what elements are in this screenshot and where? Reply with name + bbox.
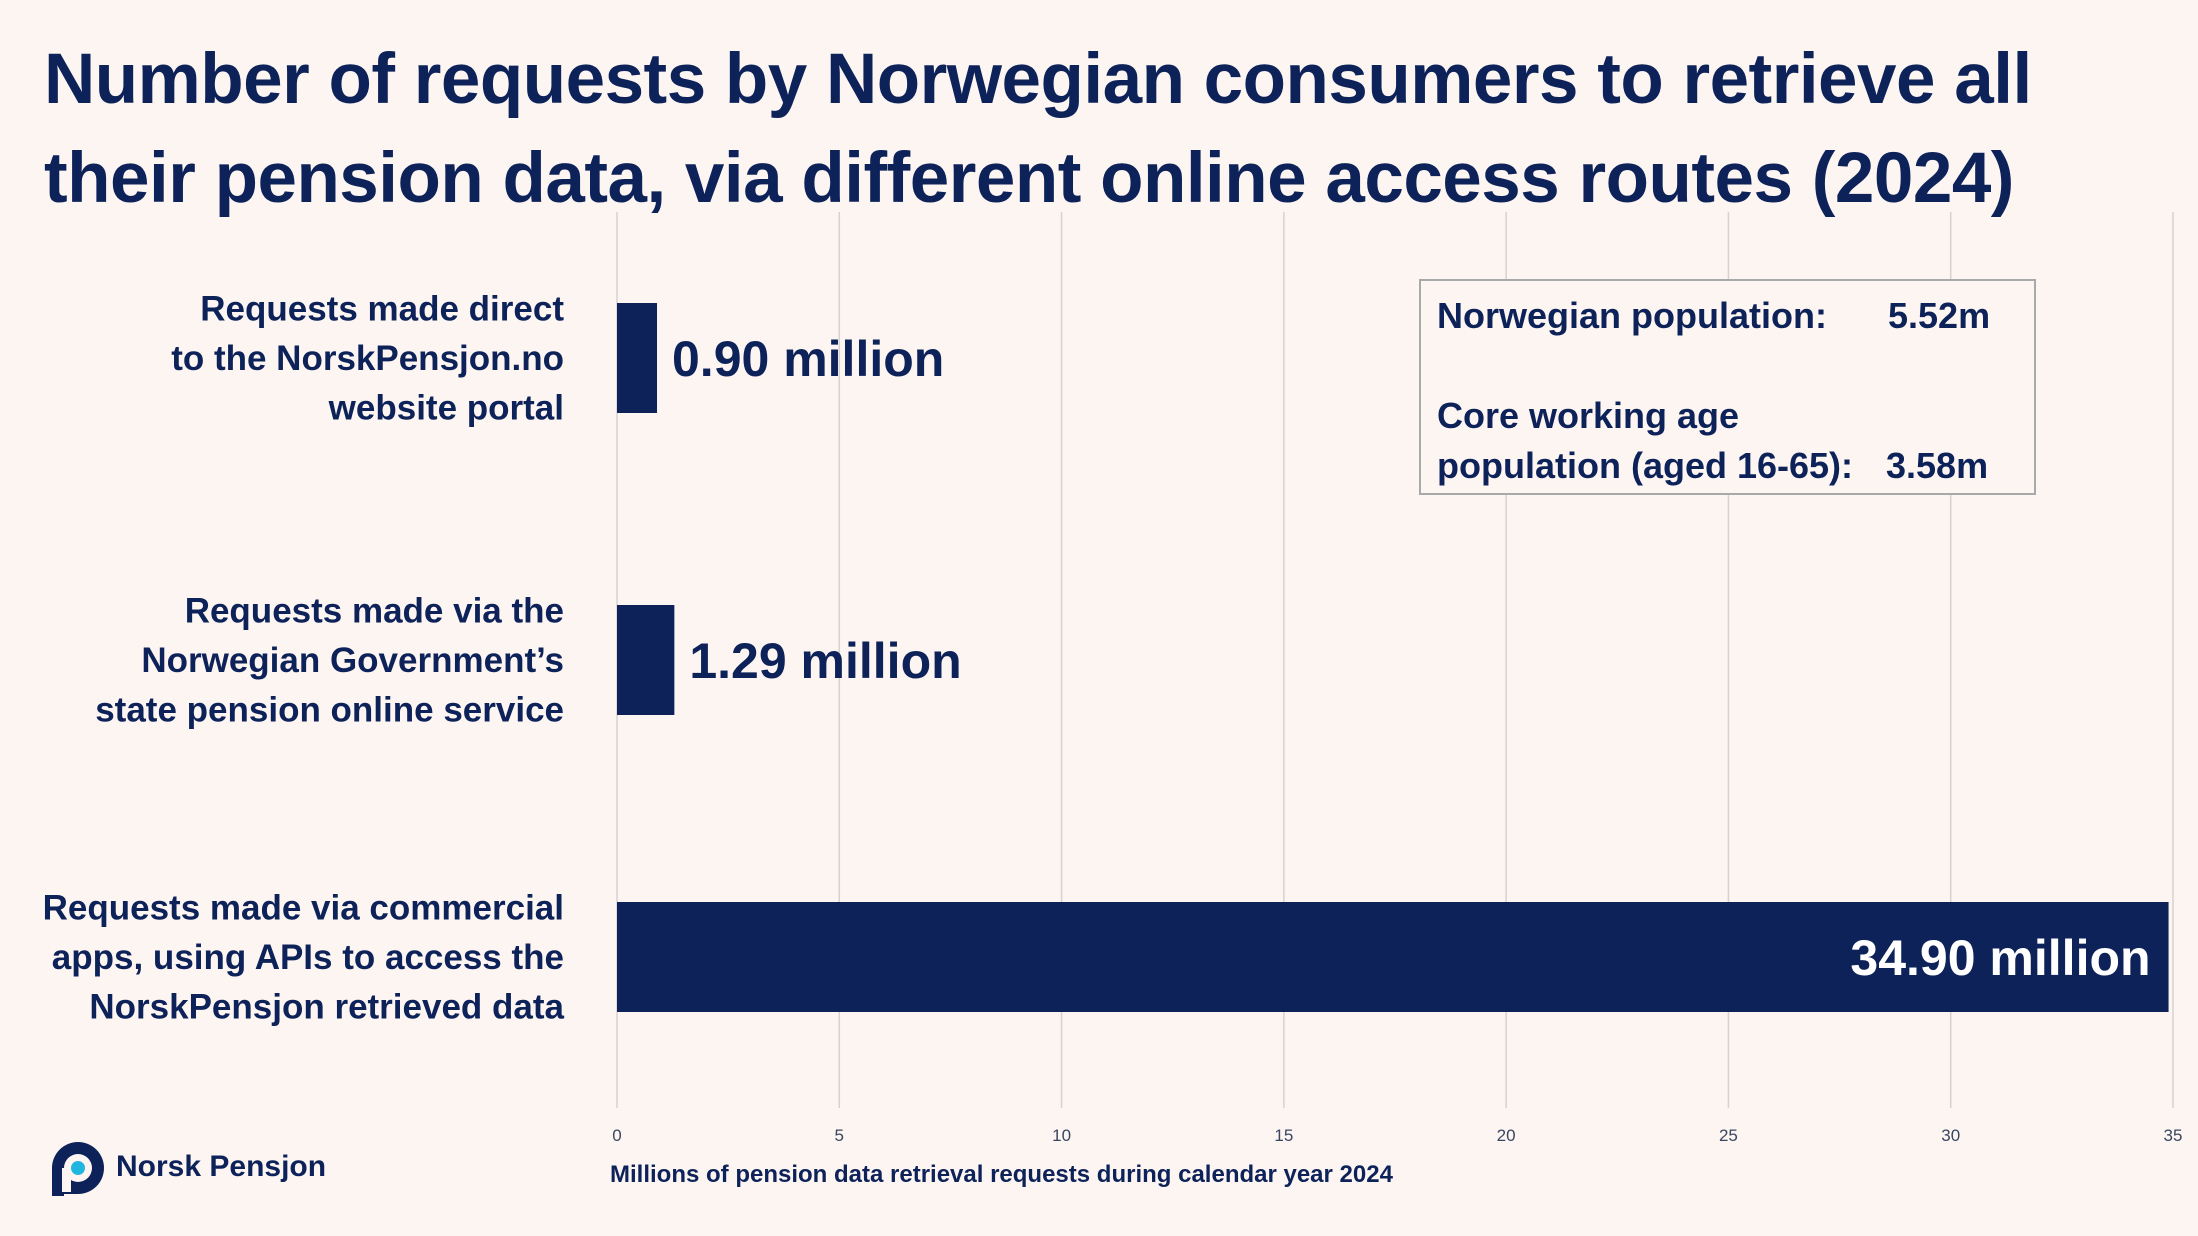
population-value: 5.52m: [1888, 295, 1991, 336]
x-tick-label: 5: [835, 1126, 844, 1145]
category-label: state pension online service: [95, 691, 564, 730]
category-label: Requests made direct: [200, 290, 564, 329]
bar: [617, 605, 675, 715]
x-axis-title: Millions of pension data retrieval reque…: [610, 1161, 1394, 1188]
x-tick-label: 25: [1719, 1126, 1738, 1145]
working-age-label: Core working age population (aged 16-65)…: [1437, 391, 1853, 491]
working-age-value: 3.58m: [1886, 445, 1989, 486]
bars: 0.90 million 1.29 million 34.90 million: [617, 303, 2169, 1012]
x-tick-label: 15: [1274, 1126, 1293, 1145]
x-tick-label: 30: [1941, 1126, 1960, 1145]
chart-title: Number of requests by Norwegian consumer…: [44, 40, 2032, 218]
bar-value-label: 1.29 million: [689, 633, 961, 689]
norsk-pensjon-logo-icon: [52, 1142, 104, 1196]
bar: [617, 902, 2169, 1012]
category-label: website portal: [328, 389, 564, 428]
x-tick-label: 10: [1052, 1126, 1071, 1145]
x-tick-label: 20: [1497, 1126, 1516, 1145]
logo-text: Norsk Pensjon: [116, 1150, 327, 1183]
bar-value-label: 34.90 million: [1850, 930, 2150, 986]
x-axis-ticks: 0 5 10 15 20 25 30 35: [612, 1126, 2182, 1145]
bar: [617, 303, 658, 413]
category-label: Requests made via commercial: [43, 889, 564, 928]
population-info-box: Norwegian population: 5.52m Core working…: [1419, 279, 2036, 495]
population-label: Norwegian population:: [1437, 291, 1827, 341]
logo: Norsk Pensjon: [48, 1138, 368, 1202]
x-tick-label: 0: [612, 1126, 621, 1145]
category-label: Norwegian Government’s: [141, 641, 564, 680]
x-tick-label: 35: [2164, 1126, 2183, 1145]
category-labels: Requests made direct to the NorskPensjon.…: [43, 290, 565, 1027]
working-age-label-line: Core working age: [1437, 395, 1740, 436]
category-label: Requests made via the: [185, 592, 564, 631]
bar-value-label: 0.90 million: [672, 331, 944, 387]
category-label: NorskPensjon retrieved data: [89, 988, 564, 1027]
category-label: apps, using APIs to access the: [52, 938, 564, 977]
population-label-line: Norwegian population:: [1437, 295, 1827, 336]
category-label: to the NorskPensjon.no: [171, 339, 564, 378]
working-age-label-line: population (aged 16-65):: [1437, 445, 1854, 486]
